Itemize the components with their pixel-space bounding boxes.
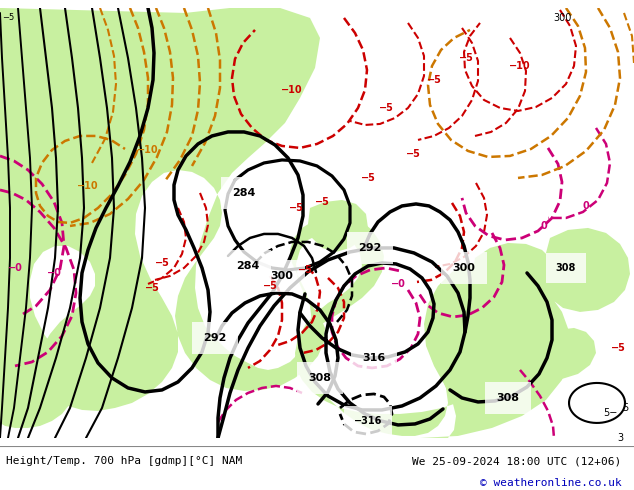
Text: −5: −5 [611, 343, 625, 353]
Text: 308: 308 [556, 263, 576, 273]
Text: We 25-09-2024 18:00 UTC (12+06): We 25-09-2024 18:00 UTC (12+06) [412, 456, 621, 466]
Text: 300: 300 [271, 271, 294, 281]
Text: −10: −10 [509, 61, 531, 71]
Text: −5: −5 [427, 75, 441, 85]
Text: −10: −10 [77, 181, 99, 191]
Text: −5: −5 [145, 283, 159, 293]
Text: 308: 308 [309, 373, 332, 383]
Text: Height/Temp. 700 hPa [gdmp][°C] NAM: Height/Temp. 700 hPa [gdmp][°C] NAM [6, 456, 243, 466]
Polygon shape [388, 262, 570, 438]
Text: 3: 3 [617, 433, 623, 443]
Text: −10: −10 [281, 85, 303, 95]
Text: −0: −0 [391, 279, 405, 289]
Text: 300: 300 [453, 263, 476, 273]
Text: −5: −5 [2, 13, 14, 23]
Text: 300: 300 [554, 13, 573, 23]
Polygon shape [0, 8, 514, 436]
Text: −5: −5 [458, 53, 474, 63]
Text: 308: 308 [496, 393, 519, 403]
Text: 284: 284 [232, 188, 256, 198]
Text: © weatheronline.co.uk: © weatheronline.co.uk [479, 478, 621, 489]
Text: −5: −5 [262, 281, 278, 291]
Text: −5: −5 [297, 265, 313, 275]
Text: −5: −5 [288, 203, 304, 213]
Text: −5: −5 [314, 197, 330, 207]
Text: 0: 0 [583, 201, 590, 211]
Text: −5: −5 [378, 103, 394, 113]
Text: 0: 0 [541, 221, 547, 231]
Polygon shape [516, 328, 596, 380]
Text: 292: 292 [358, 243, 382, 253]
Polygon shape [308, 200, 368, 252]
Text: −316: −316 [354, 416, 382, 426]
Text: −5: −5 [406, 149, 420, 159]
Polygon shape [472, 243, 560, 328]
Text: −5: −5 [155, 258, 169, 268]
Text: −5: −5 [361, 173, 375, 183]
Text: −10: −10 [137, 145, 158, 155]
Text: 292: 292 [204, 333, 227, 343]
Polygon shape [542, 228, 630, 312]
Text: −0: −0 [46, 268, 61, 278]
Text: 5−: 5− [603, 408, 617, 418]
Text: −0: −0 [8, 263, 22, 273]
Text: 284: 284 [236, 261, 260, 271]
Text: 316: 316 [363, 353, 385, 363]
Text: 5: 5 [622, 403, 628, 413]
